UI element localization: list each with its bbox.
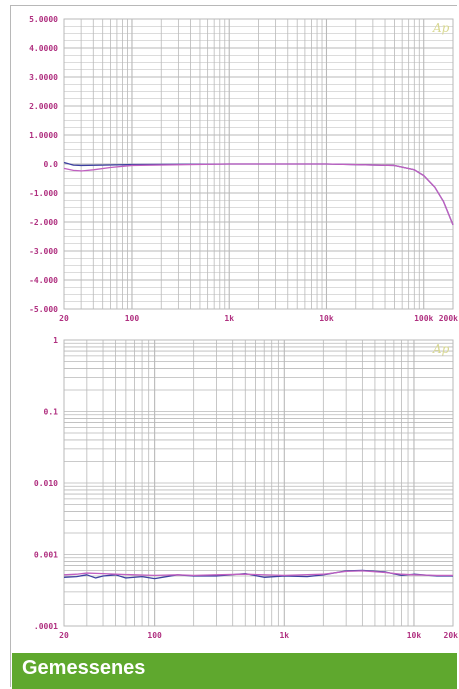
x-tick-label: 100 xyxy=(147,631,162,640)
y-tick-label: -1.000 xyxy=(29,189,58,198)
chart-frame xyxy=(10,5,457,687)
x-tick-label: 10k xyxy=(319,314,334,323)
caption-text: Gemessenes xyxy=(22,657,146,679)
y-tick-label: -2.000 xyxy=(29,218,58,227)
x-tick-label: 20k xyxy=(444,631,459,640)
y-tick-label: 1 xyxy=(53,336,58,345)
y-tick-label: 5.0000 xyxy=(29,15,58,24)
x-tick-label: 1k xyxy=(224,314,234,323)
x-tick-label: 10k xyxy=(407,631,422,640)
x-tick-label: 200k xyxy=(439,314,458,323)
y-tick-label: 3.0000 xyxy=(29,73,58,82)
y-tick-label: 0.001 xyxy=(34,551,58,560)
x-tick-label: 20 xyxy=(59,631,69,640)
y-tick-label: 0.010 xyxy=(34,479,58,488)
y-tick-label: 2.0000 xyxy=(29,102,58,111)
y-tick-label: 4.0000 xyxy=(29,44,58,53)
chart-1: 5.0000 4.0000 3.0000 2.0000 1.0000 0.0 -1.000 -… xyxy=(29,15,458,323)
y-tick-label: 0.0 xyxy=(44,160,59,169)
x-tick-label: 100 xyxy=(125,314,140,323)
y-tick-label: -4.000 xyxy=(29,276,58,285)
x-tick-label: 100k xyxy=(414,314,433,323)
y-tick-label: .0001 xyxy=(34,622,58,631)
ap-logo: Ap xyxy=(432,21,450,35)
y-tick-label: 1.0000 xyxy=(29,131,58,140)
series-line-2 xyxy=(63,570,453,577)
series-line-2 xyxy=(63,163,454,226)
ap-logo: Ap xyxy=(432,342,450,356)
x-tick-label: 20 xyxy=(59,314,69,323)
caption-bar: Gemessenes xyxy=(12,653,457,689)
y-tick-label: -5.000 xyxy=(29,305,58,314)
y-tick-label: -3.000 xyxy=(29,247,58,256)
x-tick-label: 1k xyxy=(279,631,289,640)
y-tick-label: 0.1 xyxy=(44,408,59,417)
